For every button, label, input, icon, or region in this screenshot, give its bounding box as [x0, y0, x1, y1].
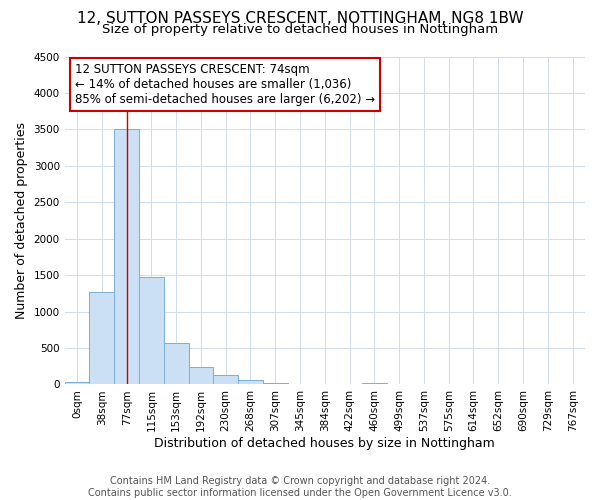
Bar	[238, 380, 263, 384]
Text: 12, SUTTON PASSEYS CRESCENT, NOTTINGHAM, NG8 1BW: 12, SUTTON PASSEYS CRESCENT, NOTTINGHAM,…	[77, 11, 523, 26]
Bar	[188, 367, 214, 384]
Bar	[362, 383, 387, 384]
Y-axis label: Number of detached properties: Number of detached properties	[15, 122, 28, 319]
Bar	[214, 375, 238, 384]
Bar	[164, 343, 188, 384]
Bar	[114, 130, 139, 384]
Bar	[89, 292, 114, 384]
Text: Contains HM Land Registry data © Crown copyright and database right 2024.
Contai: Contains HM Land Registry data © Crown c…	[88, 476, 512, 498]
Text: 12 SUTTON PASSEYS CRESCENT: 74sqm
← 14% of detached houses are smaller (1,036)
8: 12 SUTTON PASSEYS CRESCENT: 74sqm ← 14% …	[75, 63, 375, 106]
Text: Size of property relative to detached houses in Nottingham: Size of property relative to detached ho…	[102, 22, 498, 36]
Bar	[139, 276, 164, 384]
X-axis label: Distribution of detached houses by size in Nottingham: Distribution of detached houses by size …	[154, 437, 495, 450]
Bar	[65, 382, 89, 384]
